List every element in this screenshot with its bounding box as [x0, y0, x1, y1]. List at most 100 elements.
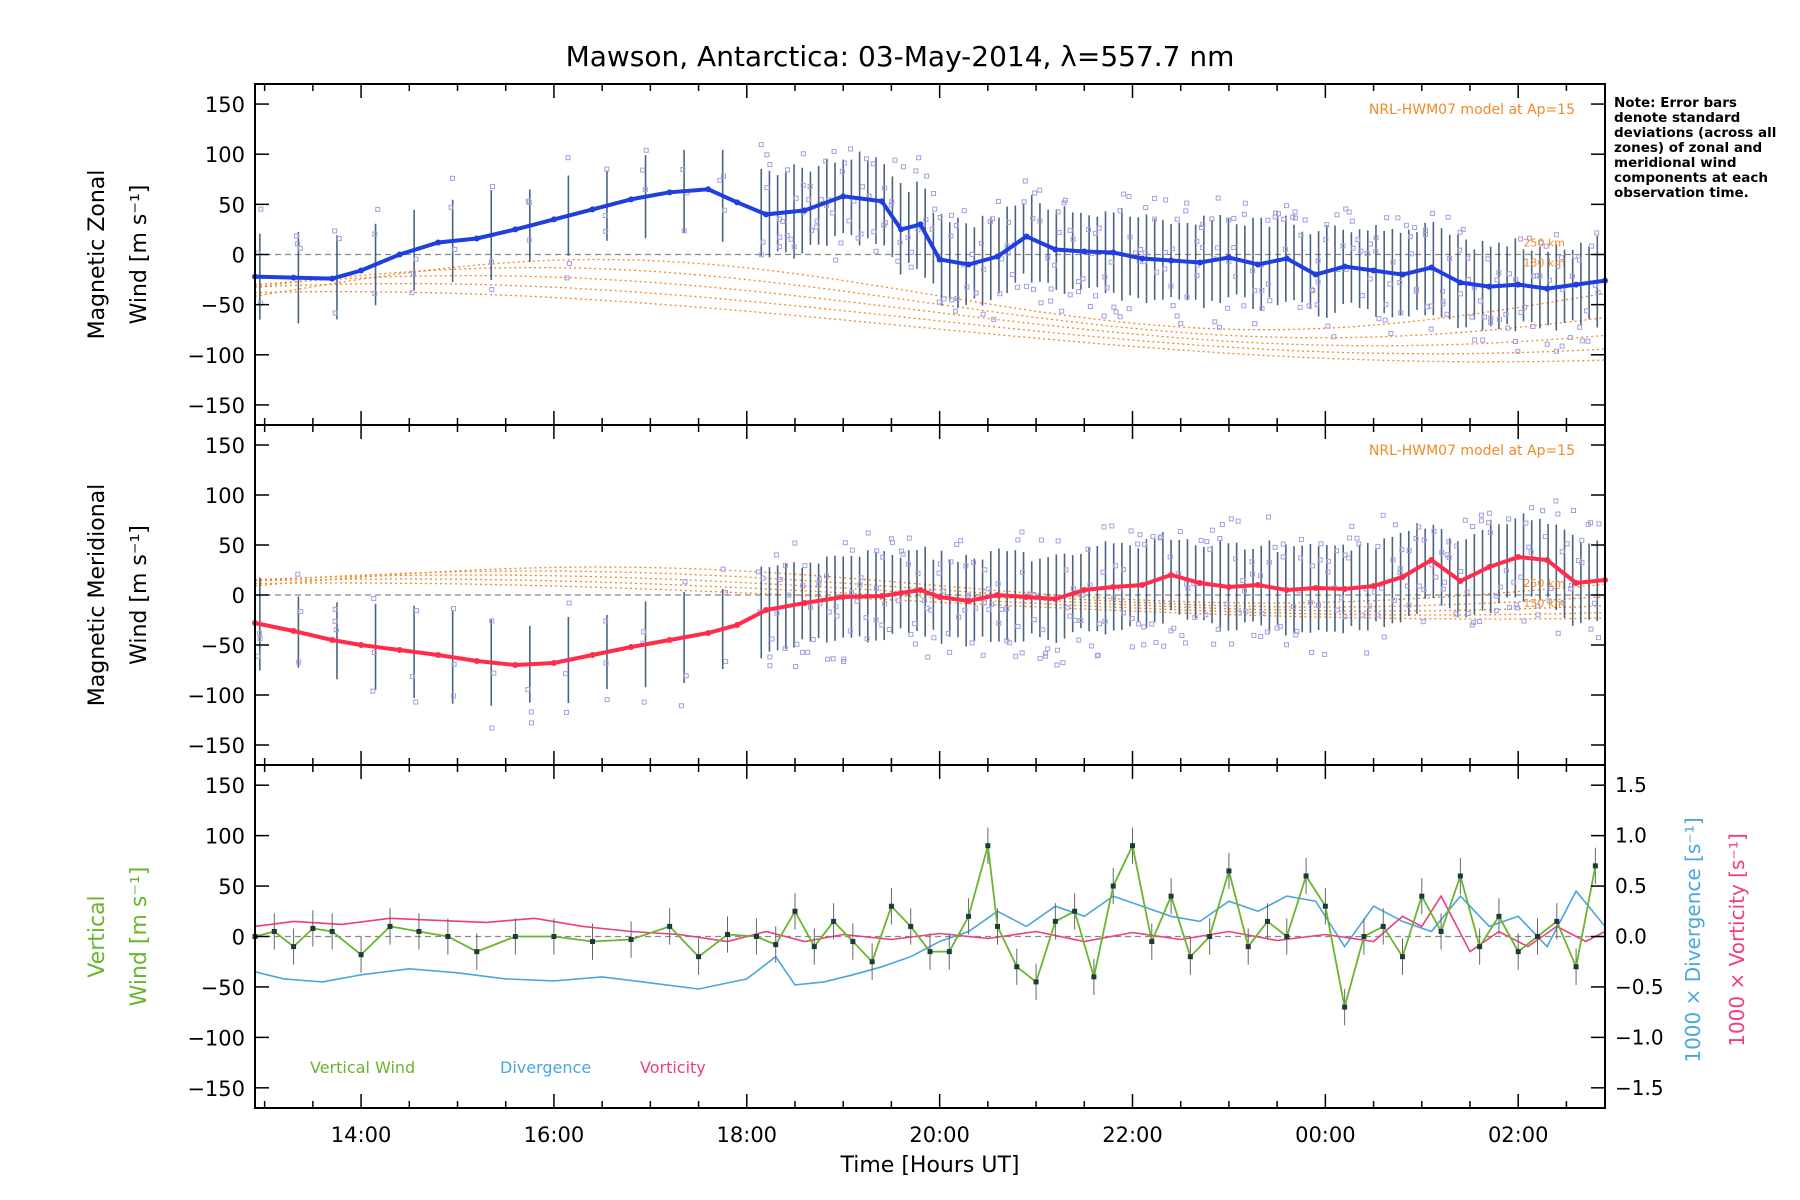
scatter-point [1149, 621, 1155, 627]
mean-point [1254, 582, 1261, 588]
mean-point [628, 196, 635, 203]
scatter-point [257, 630, 263, 636]
scatter-point [962, 607, 968, 613]
mean-point [512, 226, 519, 233]
scatter-point [1275, 211, 1281, 217]
vertical-wind-point [1342, 1004, 1348, 1010]
vertical-wind-point [1535, 934, 1540, 939]
scatter-point [1324, 222, 1330, 228]
right-tick-label: −1.0 [1615, 1025, 1664, 1049]
scatter-point [1101, 524, 1107, 530]
scatter-point [1298, 555, 1304, 561]
scatter-point [566, 600, 572, 606]
scatter-point [1390, 259, 1396, 265]
scatter-point [838, 240, 844, 246]
scatter-point [1252, 321, 1258, 327]
scatter-point [1045, 255, 1051, 261]
scatter-point [1310, 563, 1316, 569]
scatter-point [1120, 567, 1126, 573]
mean-point [1081, 587, 1088, 593]
scatter-point [767, 663, 773, 669]
scatter-point [1441, 579, 1447, 585]
scatter-point [1102, 274, 1108, 280]
scatter-point [1325, 569, 1331, 575]
model-curve [254, 258, 1606, 331]
y-tick-label: 150 [205, 434, 245, 458]
scatter-point [1045, 646, 1051, 652]
vertical-wind-point [966, 913, 972, 919]
scatter-point [1030, 215, 1036, 221]
y-tick-label: 50 [218, 193, 245, 217]
scatter-point [1087, 582, 1093, 588]
scatter-point [963, 563, 969, 569]
scatter-point [1343, 206, 1349, 212]
mean-point [1312, 271, 1319, 278]
y-axis-label: Wind [m s⁻¹] [127, 185, 152, 325]
scatter-point [864, 156, 870, 162]
scatter-point [1177, 529, 1183, 535]
scatter-point [800, 583, 806, 589]
scatter-point [764, 152, 770, 158]
scatter-point [1350, 245, 1356, 251]
scatter-point [1109, 523, 1115, 529]
scatter-point [1199, 245, 1205, 251]
scatter-point [1594, 230, 1600, 236]
vertical-wind-point [1130, 843, 1135, 849]
scatter-point [997, 291, 1003, 297]
x-tick-label: 18:00 [717, 1123, 778, 1147]
scatter-point [859, 184, 865, 190]
scatter-point [1478, 512, 1484, 518]
chart-title: Mawson, Antarctica: 03-May-2014, λ=557.7… [565, 40, 1235, 73]
scatter-point [936, 299, 942, 305]
scatter-point [849, 547, 855, 553]
scatter-point [965, 592, 971, 598]
scatter-point [833, 257, 839, 263]
mean-point [589, 652, 596, 658]
meridional-panel [252, 424, 1608, 766]
scatter-point [1454, 543, 1460, 549]
vertical-wind-point [985, 843, 991, 849]
scatter-point [1457, 291, 1463, 297]
scatter-point [1470, 524, 1476, 530]
scatter-point [823, 573, 829, 579]
scatter-point [1380, 512, 1386, 518]
scatter-point [931, 191, 937, 197]
mean-point [473, 658, 480, 664]
mean-point [801, 207, 808, 214]
scatter-point [1584, 308, 1590, 314]
scatter-point [1085, 546, 1091, 552]
scatter-point [1359, 612, 1365, 618]
scatter-point [1494, 608, 1500, 614]
scatter-point [488, 259, 494, 265]
scatter-point [882, 185, 888, 191]
scatter-point [1031, 617, 1037, 623]
vorticity-axis-label: 1000 × Vorticity [s⁻¹] [1725, 833, 1749, 1047]
vertical-wind-line [254, 842, 1597, 1008]
scatter-point [1585, 338, 1591, 344]
scatter-point [371, 650, 377, 656]
scatter-point [1486, 520, 1492, 526]
mean-point [1370, 267, 1377, 274]
scatter-point [1298, 232, 1304, 238]
scatter-point [800, 182, 806, 188]
scatter-point [816, 576, 822, 582]
scatter-point [999, 607, 1005, 613]
scatter-point [1228, 641, 1234, 647]
scatter-point [1521, 618, 1527, 624]
scatter-point [915, 570, 921, 576]
scatter-point [1518, 236, 1524, 242]
scatter-point [1406, 602, 1412, 608]
scatter-point [897, 239, 903, 245]
scatter-point [1075, 279, 1081, 285]
scatter-point [1302, 217, 1308, 223]
mean-point [936, 256, 943, 263]
scatter-point [1440, 288, 1446, 294]
scatter-point [604, 166, 610, 172]
vertical-wind-point [1091, 974, 1097, 980]
mean-point [550, 660, 557, 666]
scatter-point [1096, 225, 1102, 231]
scatter-point [1596, 521, 1602, 527]
scatter-point [1591, 600, 1597, 606]
divergence-line [254, 889, 1606, 990]
